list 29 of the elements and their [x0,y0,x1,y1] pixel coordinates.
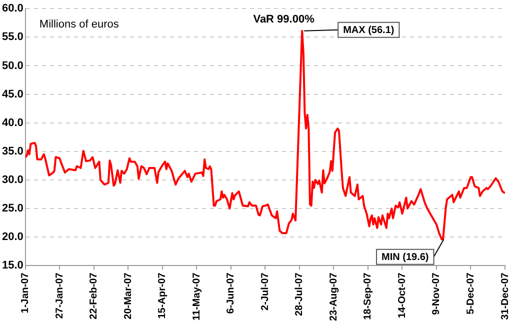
annotation: MAX (56.1) [343,25,394,36]
y-tick-label: 20.0 [2,231,24,244]
y-tick-label: 45.0 [2,88,24,100]
annotation: MIN (19.6) [382,252,429,264]
x-tick-label: 5-Dec-07 [465,272,476,314]
x-tick-label: 20-Mar-07 [122,272,134,320]
x-tick-label: 6-Jun-07 [226,272,237,314]
y-tick-label: 15.0 [2,260,24,272]
x-tick-label: 1-Jan-07 [20,272,32,314]
annotation: VaR 99.00% [253,14,315,26]
x-tick-label: 23-Aug-07 [328,272,340,322]
y-tick-label: 55.0 [2,31,24,44]
y-tick-label: 40.0 [2,116,24,129]
y-tick-label: 25.0 [2,202,24,215]
x-tick-label: 22-Feb-07 [88,272,100,320]
y-tick-label: 60.0 [2,2,24,15]
annotation: Millions of euros [39,18,120,31]
x-tick-label: 14-Oct-07 [396,272,408,318]
x-tick-label: 31-Dec-07 [500,272,511,320]
x-tick-label: 11-May-07 [191,272,202,320]
x-tick-label: 9-Nov-07 [431,272,442,315]
y-tick-label: 30.0 [2,174,24,186]
x-tick-label: 2-Jul-07 [260,272,271,310]
y-tick-label: 35.0 [2,145,24,158]
y-tick-label: 50.0 [2,60,24,72]
x-tick-label: 18-Sep-07 [362,272,374,320]
x-tick-label: 28-Jul-07 [294,272,306,316]
x-tick-label: 27-Jan-07 [54,272,66,319]
x-tick-label: 15-Apr-07 [157,272,168,319]
